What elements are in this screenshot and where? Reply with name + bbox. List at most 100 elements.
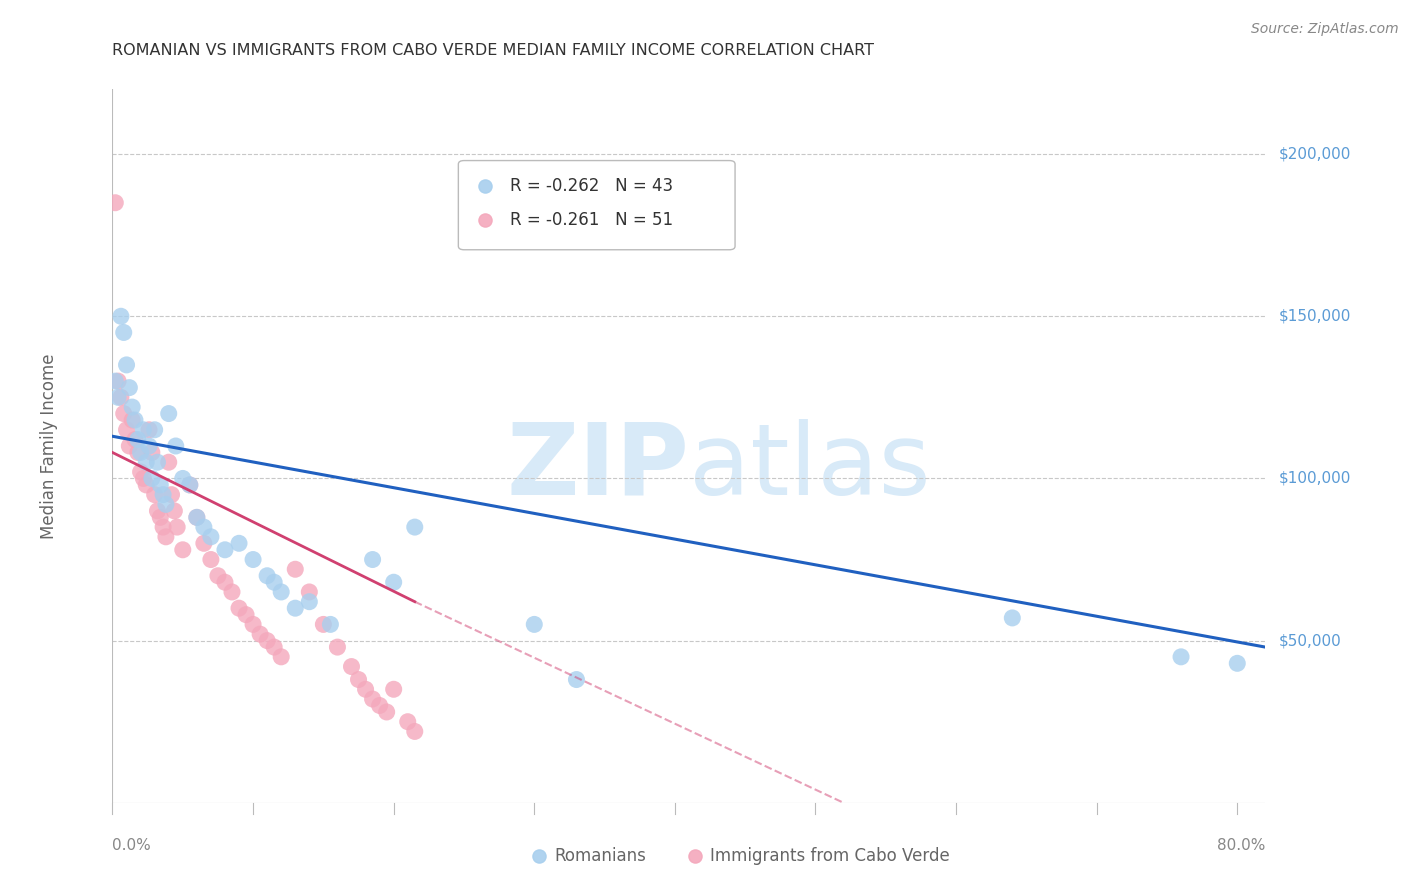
Point — [242, 552, 264, 566]
Point — [270, 649, 292, 664]
Point — [186, 510, 208, 524]
Point — [110, 390, 132, 404]
Point — [404, 724, 426, 739]
Point — [155, 530, 177, 544]
Text: R = -0.261   N = 51: R = -0.261 N = 51 — [510, 211, 673, 228]
Point — [132, 423, 155, 437]
Text: 0.0%: 0.0% — [112, 838, 152, 854]
Point — [149, 478, 172, 492]
Point — [129, 445, 152, 459]
Point — [135, 478, 157, 492]
Point — [127, 433, 149, 447]
Point — [565, 673, 588, 687]
Point — [127, 445, 149, 459]
Point — [179, 478, 201, 492]
Point — [256, 633, 278, 648]
Point — [115, 358, 138, 372]
Point — [160, 488, 183, 502]
Point — [141, 471, 163, 485]
Text: Source: ZipAtlas.com: Source: ZipAtlas.com — [1251, 22, 1399, 37]
Point — [284, 601, 307, 615]
Point — [172, 542, 194, 557]
Point — [1226, 657, 1249, 671]
Point — [124, 433, 146, 447]
Point — [121, 400, 143, 414]
Point — [141, 445, 163, 459]
Point — [129, 465, 152, 479]
Point — [298, 595, 321, 609]
Point — [118, 439, 141, 453]
Point — [104, 374, 127, 388]
Point — [221, 585, 243, 599]
Point — [152, 520, 174, 534]
Point — [124, 413, 146, 427]
Point — [112, 326, 135, 340]
Point — [263, 575, 285, 590]
Point — [214, 575, 236, 590]
Point — [340, 659, 363, 673]
Point — [326, 640, 349, 654]
Point — [249, 627, 271, 641]
Point — [284, 562, 307, 576]
Point — [149, 510, 172, 524]
Point — [200, 552, 222, 566]
Point — [375, 705, 398, 719]
Point — [157, 407, 180, 421]
Point — [163, 504, 186, 518]
Text: ZIP: ZIP — [506, 419, 689, 516]
Point — [811, 796, 834, 810]
Point — [193, 520, 215, 534]
Point — [319, 617, 342, 632]
Point — [354, 682, 377, 697]
Point — [382, 682, 405, 697]
FancyBboxPatch shape — [458, 161, 735, 250]
Point — [1170, 649, 1192, 664]
Point — [157, 455, 180, 469]
Point — [214, 542, 236, 557]
Point — [143, 488, 166, 502]
Point — [172, 471, 194, 485]
Text: ROMANIAN VS IMMIGRANTS FROM CABO VERDE MEDIAN FAMILY INCOME CORRELATION CHART: ROMANIAN VS IMMIGRANTS FROM CABO VERDE M… — [112, 43, 875, 58]
Point — [347, 673, 370, 687]
Point — [361, 692, 384, 706]
Point — [118, 381, 141, 395]
Point — [312, 617, 335, 632]
Text: 80.0%: 80.0% — [1218, 838, 1265, 854]
Point — [165, 439, 187, 453]
Point — [138, 439, 160, 453]
Point — [121, 413, 143, 427]
Point — [104, 195, 127, 210]
Point — [152, 488, 174, 502]
Point — [143, 423, 166, 437]
Text: Immigrants from Cabo Verde: Immigrants from Cabo Verde — [710, 847, 949, 865]
Text: atlas: atlas — [689, 419, 931, 516]
Point — [228, 536, 250, 550]
Text: $50,000: $50,000 — [1279, 633, 1341, 648]
Point — [107, 374, 129, 388]
Point — [396, 714, 419, 729]
Point — [270, 585, 292, 599]
Point — [179, 478, 201, 492]
Point — [228, 601, 250, 615]
Point — [193, 536, 215, 550]
Point — [138, 423, 160, 437]
Text: R = -0.262   N = 43: R = -0.262 N = 43 — [510, 177, 673, 194]
Point — [555, 796, 578, 810]
Text: $100,000: $100,000 — [1279, 471, 1351, 486]
Point — [110, 310, 132, 324]
Text: Median Family Income: Median Family Income — [39, 353, 58, 539]
Point — [207, 568, 229, 582]
Point — [235, 607, 257, 622]
Point — [555, 796, 578, 810]
Point — [382, 575, 405, 590]
Point — [155, 497, 177, 511]
Point — [107, 390, 129, 404]
Point — [242, 617, 264, 632]
Text: $150,000: $150,000 — [1279, 309, 1351, 324]
Point — [1001, 611, 1024, 625]
Point — [361, 552, 384, 566]
Point — [523, 617, 546, 632]
Point — [404, 520, 426, 534]
Point — [368, 698, 391, 713]
Point — [135, 455, 157, 469]
